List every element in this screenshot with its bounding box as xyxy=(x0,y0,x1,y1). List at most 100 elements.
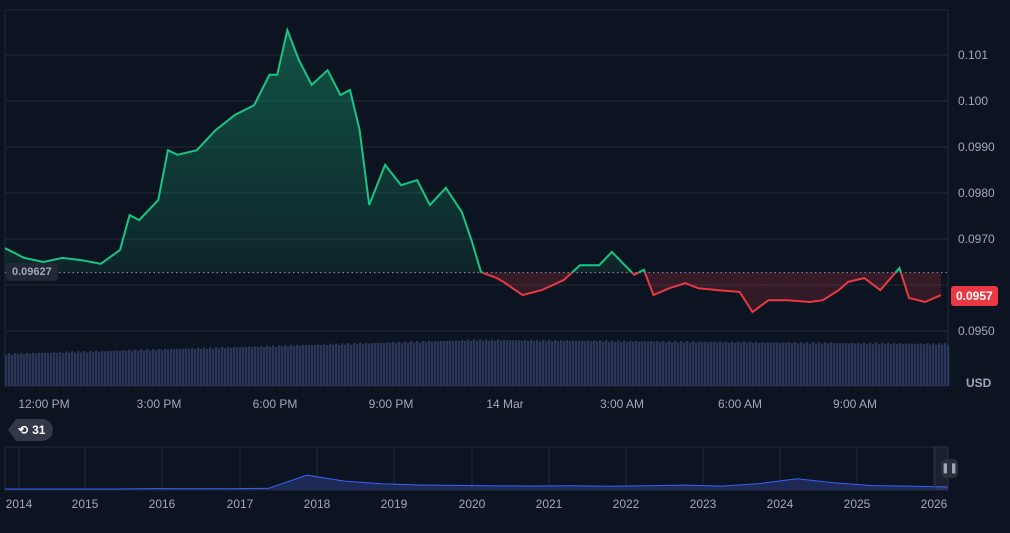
volume-bar xyxy=(314,344,317,386)
volume-bar xyxy=(899,343,902,386)
volume-bar xyxy=(32,352,35,386)
volume-bar xyxy=(854,343,857,386)
volume-bar xyxy=(374,343,377,386)
volume-bar xyxy=(146,349,149,386)
volume-bar xyxy=(623,340,626,386)
last-price-label: 0.0957 xyxy=(951,286,998,306)
volume-bar xyxy=(821,343,824,386)
volume-bar xyxy=(707,342,710,386)
volume-bar xyxy=(53,352,56,386)
volume-bar xyxy=(659,342,662,386)
volume-bar xyxy=(632,341,635,386)
volume-bar xyxy=(689,342,692,386)
volume-bar xyxy=(410,341,413,386)
volume-bar xyxy=(461,339,464,386)
volume-bar xyxy=(794,342,797,386)
volume-bar xyxy=(584,341,587,386)
volume-bar xyxy=(710,341,713,386)
volume-bar xyxy=(92,352,95,386)
volume-bar xyxy=(551,341,554,386)
volume-bar xyxy=(731,341,734,386)
volume-bar xyxy=(272,345,275,386)
navigator-year-label: 2019 xyxy=(380,497,408,511)
volume-bar xyxy=(896,344,899,386)
volume-bar xyxy=(380,342,383,386)
volume-bar xyxy=(803,343,806,386)
volume-bar xyxy=(776,342,779,386)
volume-bar xyxy=(938,343,941,386)
volume-bar xyxy=(122,350,125,386)
volume-bar xyxy=(728,342,731,386)
volume-bar xyxy=(845,343,848,386)
volume-bar xyxy=(404,341,407,386)
volume-bar xyxy=(518,340,521,386)
volume-bar xyxy=(347,343,350,386)
volume-bar xyxy=(350,344,353,386)
volume-bar xyxy=(47,352,50,386)
volume-bar xyxy=(110,350,113,386)
volume-bar xyxy=(242,347,245,386)
volume-bar xyxy=(38,352,41,386)
x-tick-label: 6:00 PM xyxy=(252,397,298,411)
volume-bar xyxy=(656,341,659,386)
volume-bar xyxy=(494,340,497,386)
volume-bar xyxy=(890,344,893,386)
volume-bar xyxy=(560,340,563,386)
volume-bar xyxy=(212,348,215,386)
volume-bar xyxy=(602,341,605,386)
volume-bar xyxy=(470,340,473,386)
navigator-year-label: 2021 xyxy=(535,497,563,511)
volume-bar xyxy=(797,343,800,386)
currency-label: USD xyxy=(966,376,992,390)
volume-bar xyxy=(662,340,665,386)
volume-bar xyxy=(338,344,341,386)
volume-bar xyxy=(836,342,839,386)
volume-bar xyxy=(176,348,179,386)
volume-bar xyxy=(98,351,101,386)
volume-bar xyxy=(692,341,695,386)
volume-bar xyxy=(173,349,176,386)
volume-bar xyxy=(932,343,935,386)
volume-bar xyxy=(419,342,422,386)
navigator-year-label: 2015 xyxy=(71,497,99,511)
volume-bar xyxy=(302,344,305,386)
volume-bar xyxy=(485,339,488,386)
volume-bar xyxy=(14,352,17,386)
volume-bar xyxy=(386,342,389,386)
navigator-line xyxy=(5,474,949,490)
volume-bar xyxy=(605,340,608,386)
volume-bar xyxy=(266,345,269,386)
volume-bar xyxy=(224,348,227,386)
navigator-year-label: 2020 xyxy=(458,497,486,511)
volume-bar xyxy=(578,340,581,386)
volume-bar xyxy=(815,343,818,386)
volume-bar xyxy=(719,341,722,386)
volume-bar xyxy=(566,340,569,386)
volume-bar xyxy=(752,343,755,386)
volume-bar xyxy=(8,353,11,386)
volume-bar xyxy=(287,346,290,386)
pause-icon[interactable]: ❚❚ xyxy=(941,459,958,478)
volume-bar xyxy=(473,339,476,386)
volume-bar xyxy=(83,350,86,386)
volume-bar xyxy=(572,340,575,386)
volume-bar xyxy=(809,343,812,386)
volume-bar xyxy=(377,342,380,386)
volume-bar xyxy=(56,352,59,386)
volume-bar xyxy=(140,349,143,386)
volume-bar xyxy=(626,341,629,386)
volume-bar xyxy=(329,343,332,386)
volume-bar xyxy=(818,342,821,386)
history-badge[interactable]: ⟲ 31 xyxy=(8,419,54,441)
volume-bar xyxy=(764,342,767,386)
volume-bar xyxy=(884,344,887,386)
volume-bar xyxy=(296,344,299,386)
x-tick-label: 12:00 PM xyxy=(18,397,70,411)
volume-bar xyxy=(230,347,233,386)
history-icon: ⟲ xyxy=(18,423,29,437)
volume-bar xyxy=(671,342,674,386)
volume-bar xyxy=(848,343,851,386)
volume-bar xyxy=(917,344,920,386)
